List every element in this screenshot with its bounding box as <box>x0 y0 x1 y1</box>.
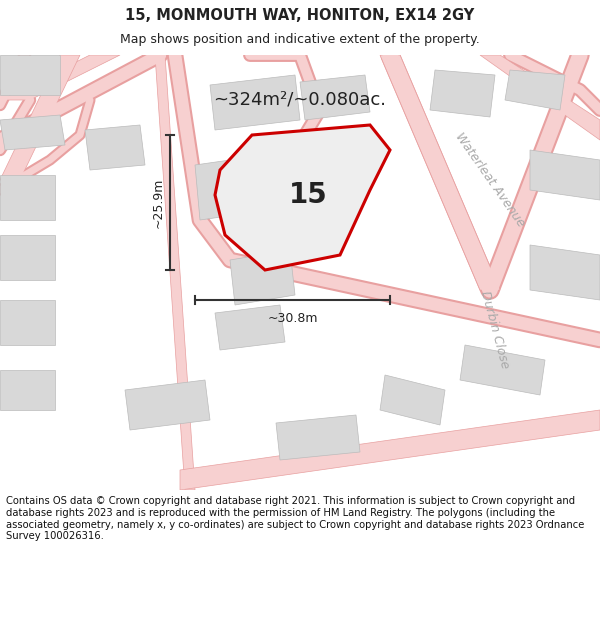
Polygon shape <box>276 415 360 460</box>
Polygon shape <box>85 125 145 170</box>
Text: ~30.8m: ~30.8m <box>267 311 318 324</box>
Polygon shape <box>155 55 195 490</box>
Polygon shape <box>215 305 285 350</box>
Polygon shape <box>0 55 60 95</box>
Polygon shape <box>530 150 600 200</box>
Text: Waterleat Avenue: Waterleat Avenue <box>452 131 527 229</box>
Polygon shape <box>430 70 495 117</box>
Polygon shape <box>0 55 120 100</box>
Polygon shape <box>125 380 210 430</box>
Polygon shape <box>300 75 370 120</box>
Text: Map shows position and indicative extent of the property.: Map shows position and indicative extent… <box>120 33 480 46</box>
Text: 15, MONMOUTH WAY, HONITON, EX14 2GY: 15, MONMOUTH WAY, HONITON, EX14 2GY <box>125 8 475 23</box>
Text: ~25.9m: ~25.9m <box>151 177 164 227</box>
Polygon shape <box>180 410 600 490</box>
Polygon shape <box>230 250 295 305</box>
Polygon shape <box>0 235 55 280</box>
Polygon shape <box>380 375 445 425</box>
Polygon shape <box>380 55 500 290</box>
Polygon shape <box>0 175 55 220</box>
Text: 15: 15 <box>289 181 328 209</box>
Polygon shape <box>505 70 565 110</box>
Polygon shape <box>210 75 300 130</box>
Polygon shape <box>0 55 80 180</box>
Text: Contains OS data © Crown copyright and database right 2021. This information is : Contains OS data © Crown copyright and d… <box>6 496 584 541</box>
Polygon shape <box>530 245 600 300</box>
Text: Durbin Close: Durbin Close <box>478 289 512 371</box>
Polygon shape <box>0 300 55 345</box>
Polygon shape <box>480 55 600 140</box>
Text: ~324m²/~0.080ac.: ~324m²/~0.080ac. <box>214 91 386 109</box>
Polygon shape <box>0 370 55 410</box>
Polygon shape <box>460 345 545 395</box>
Polygon shape <box>215 125 390 270</box>
Polygon shape <box>0 115 65 150</box>
Polygon shape <box>195 155 270 220</box>
